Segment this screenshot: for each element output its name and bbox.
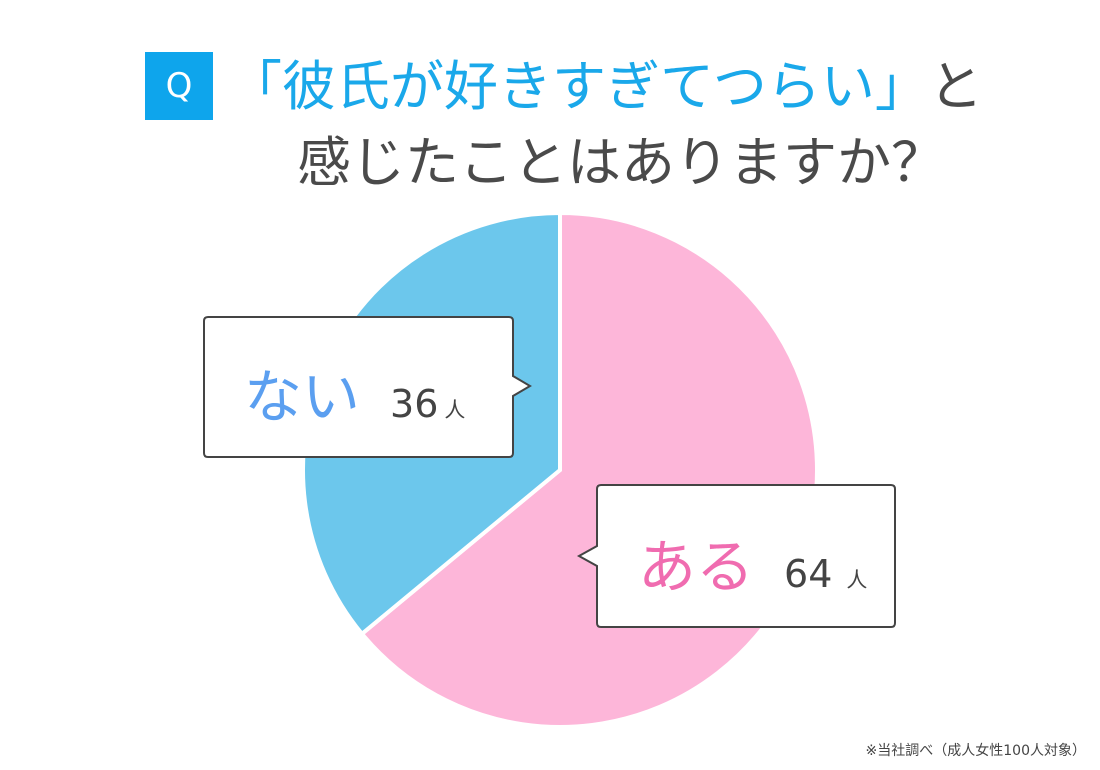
value-nai: 36 <box>390 382 439 426</box>
label-aru: ある <box>638 533 755 601</box>
callout-box-aru <box>576 484 896 628</box>
title-rest: と <box>928 55 983 118</box>
question-badge: Q <box>145 52 213 120</box>
unit-aru: 人 <box>846 568 868 592</box>
title-line-2: 感じたことはありますか？ <box>297 131 945 194</box>
footnote: ※当社調べ（成人女性100人対象） <box>865 743 1086 759</box>
label-nai: ない <box>244 363 361 431</box>
value-aru: 64 <box>784 552 833 596</box>
callout-box-nai <box>203 316 532 458</box>
callout-aru: ある 64 人 <box>638 520 867 604</box>
callout-nai: ない 36 人 <box>244 350 465 434</box>
title-highlight: 「彼氏が好きすぎてつらい」 <box>228 55 929 118</box>
title-line-1: 「彼氏が好きすぎてつらい」と <box>228 52 983 122</box>
unit-nai: 人 <box>444 398 466 422</box>
